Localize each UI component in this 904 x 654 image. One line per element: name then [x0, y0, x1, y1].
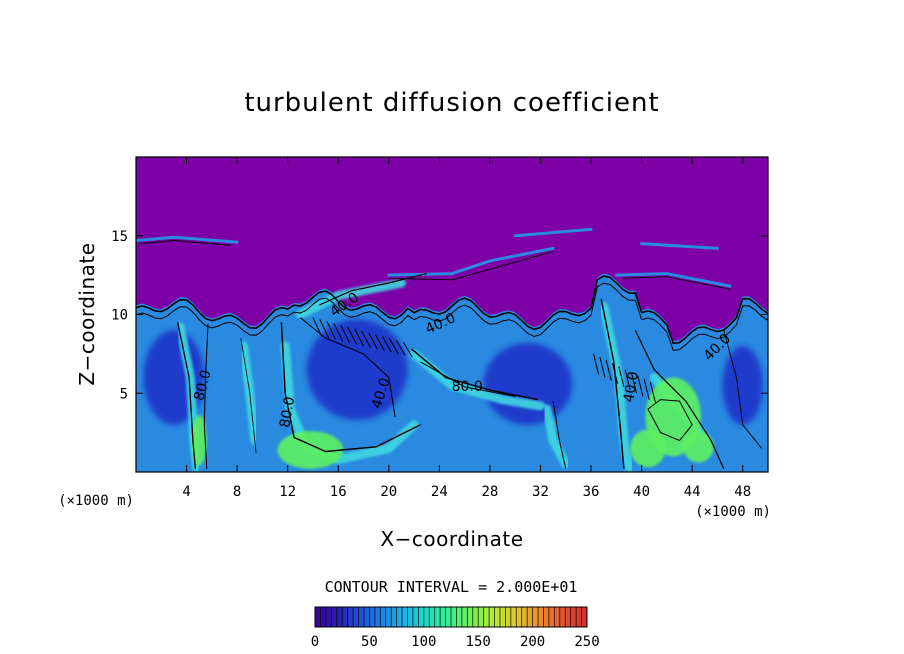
x-tick-label: 28: [481, 484, 498, 500]
contour-value-label: 80.0: [191, 368, 215, 402]
x-tick-label: 36: [583, 484, 600, 500]
contour-line: [637, 375, 644, 397]
y-axis: 5 10 15: [111, 229, 768, 402]
contour-line: [723, 330, 763, 449]
x-tick-label: 44: [684, 484, 701, 500]
contour-line: [612, 363, 619, 384]
contour-line: [388, 251, 554, 281]
contour-line: [388, 338, 399, 355]
high-diffusion-region: [683, 431, 714, 463]
high-diffusion-region: [191, 415, 207, 466]
contour-line: [368, 332, 378, 350]
colorbar-tick-label: 200: [520, 634, 545, 650]
contour-line: [618, 366, 625, 388]
contour-line: [340, 324, 351, 344]
contour-line: [136, 275, 768, 345]
contour-line: [643, 378, 650, 400]
colorbar-tick-label: 250: [574, 634, 599, 650]
high-diffusion-region: [630, 429, 666, 468]
colorbar-tick-label: 150: [466, 634, 491, 650]
contour-line: [136, 282, 768, 351]
contour-line: [280, 322, 421, 453]
contour-line: [326, 321, 337, 340]
contour-line: [552, 401, 567, 470]
contour-value-label: 80.0: [452, 379, 483, 395]
x-tick-label: 32: [532, 484, 549, 500]
contour-line: [347, 326, 358, 345]
colorbar: 0 50 100 150 200 250: [311, 606, 600, 650]
x-tick-label: 8: [233, 484, 241, 500]
colorbar-ticks: 0 50 100 150 200 250: [311, 634, 600, 650]
contour-interval-label: CONTOUR INTERVAL = 2.000E+01: [325, 578, 578, 596]
contour-line: [299, 317, 396, 417]
colorbar-tick-label: 0: [311, 634, 319, 650]
y-tick-label: 15: [111, 229, 128, 245]
contour-line: [649, 382, 656, 403]
colorbar-tick-label: 100: [411, 634, 436, 650]
contour-line: [624, 369, 631, 391]
contour-line: [622, 276, 731, 290]
colorbar-tick-label: 50: [361, 634, 378, 650]
contour-line: [402, 341, 413, 358]
colorbar-frame: [314, 606, 588, 628]
x-tick-label: 12: [279, 484, 296, 500]
contour-line: [240, 338, 257, 454]
x-axis: 4 8 12 16 20 24 28 32 36 40 44 48: [182, 157, 751, 500]
contour-line: [361, 330, 371, 348]
vortex-core: [483, 342, 573, 425]
contour-lines: [136, 239, 768, 470]
vortex-core: [306, 319, 408, 421]
shear-band: [599, 302, 634, 472]
upper-wisp: [136, 235, 239, 244]
x-tick-label: 24: [431, 484, 448, 500]
y-tick-label: 5: [120, 386, 128, 402]
contour-line: [420, 361, 516, 397]
contour-line: [382, 336, 392, 353]
plot-area: 80.080.040.040.040.0 80.0 40.040.0: [136, 157, 768, 472]
contour-line: [600, 298, 625, 469]
contour-line: [312, 317, 323, 337]
contour-line: [354, 328, 364, 347]
contour-line: [319, 273, 427, 306]
x-tick-label: 40: [633, 484, 650, 500]
x-unit-label-right: (×1000 m): [695, 504, 771, 520]
high-diffusion-region: [277, 431, 344, 469]
upper-wisp: [614, 272, 732, 288]
upper-wisp: [387, 246, 555, 277]
contour-line: [593, 353, 600, 375]
contour-line: [631, 372, 637, 394]
y-axis-title: Z−coordinate: [75, 242, 99, 385]
contour-line: [319, 319, 330, 339]
contour-line: [605, 360, 612, 381]
shear-band: [295, 278, 406, 319]
contour-line: [203, 323, 209, 469]
shear-band: [542, 404, 571, 469]
shear-band: [409, 349, 545, 411]
x-tick-label: 4: [182, 484, 190, 500]
contour-line: [375, 334, 385, 351]
contour-value-label: 80.0: [277, 395, 298, 428]
chart-title: turbulent diffusion coefficient: [244, 88, 659, 118]
field-layers: [136, 227, 768, 472]
upper-wisp: [513, 227, 593, 238]
contour-line: [177, 322, 197, 469]
contour-line: [599, 356, 606, 378]
x-tick-label: 48: [734, 484, 751, 500]
upper-wisp: [640, 242, 719, 250]
contour-line: [395, 340, 406, 356]
contour-value-label: 40.0: [621, 370, 642, 403]
x-tick-label: 20: [380, 484, 397, 500]
x-unit-label-left: (×1000 m): [58, 493, 134, 509]
contour-line: [333, 323, 344, 342]
contour-line: [647, 399, 693, 442]
x-axis-title: X−coordinate: [380, 527, 523, 551]
y-tick-label: 10: [111, 308, 128, 324]
contour-line: [634, 330, 725, 470]
contour-line: [139, 239, 231, 246]
x-tick-label: 16: [330, 484, 347, 500]
contour-line: [411, 348, 539, 401]
vortex-core: [722, 346, 763, 425]
